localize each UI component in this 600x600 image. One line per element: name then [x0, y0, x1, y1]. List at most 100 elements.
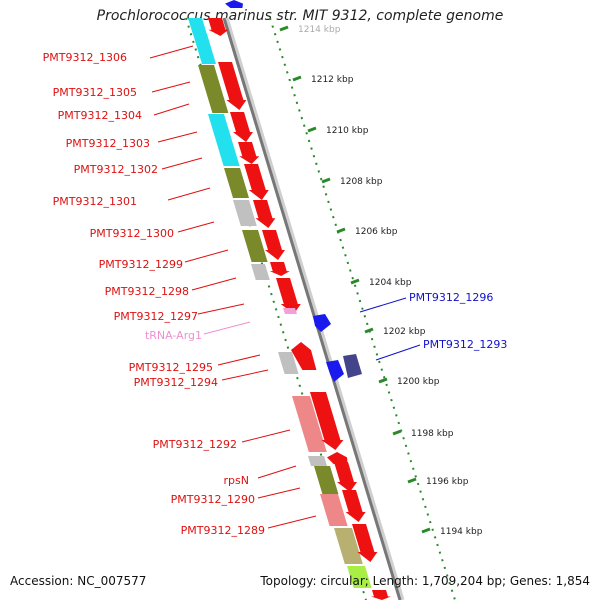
ruler-tick-label: 1194 kbp: [440, 527, 483, 537]
gene-label: PMT9312_1296: [409, 291, 493, 304]
gene-label: PMT9312_1294: [134, 376, 218, 389]
forward-gene: [244, 164, 269, 200]
forward-gene: [291, 342, 317, 370]
gene-label: PMT9312_1301: [53, 195, 137, 208]
ruler-tick-label: 1206 kbp: [355, 227, 398, 237]
gene-label: PMT9312_1297: [114, 310, 198, 323]
label-leader: [157, 131, 198, 143]
cog-band: [233, 200, 257, 226]
label-leader: [375, 344, 421, 361]
ruler-tick-label: 1200 kbp: [397, 377, 440, 387]
ruler-ticks: 1214 kbp 1212 kbp 1210 kbp 1208 kbp 1206 kbp…: [279, 25, 483, 537]
label-leader: [267, 515, 317, 529]
label-leaders: [149, 45, 421, 529]
ruler-tick: [336, 227, 346, 234]
label-leader: [151, 81, 191, 93]
cog-band: [224, 168, 249, 198]
cog-band: [308, 456, 327, 466]
forward-gene: [253, 200, 276, 228]
label-leader: [167, 187, 211, 201]
ruler-tick: [392, 429, 402, 436]
reverse-gene: [326, 360, 344, 382]
forward-gene: [276, 278, 301, 314]
backbone-shadow: [223, 17, 405, 600]
ruler-tick: [350, 278, 360, 285]
forward-gene: [370, 590, 391, 600]
cog-band: [193, 34, 216, 64]
ruler-tick-label: 1212 kbp: [311, 75, 354, 85]
backbone: [222, 17, 402, 600]
cog-band: [242, 230, 268, 262]
cog-band: [347, 566, 372, 588]
accession-text: Accession: NC_007577: [10, 574, 147, 588]
label-leader: [257, 487, 301, 499]
reverse-gene: [313, 314, 331, 332]
gene-label: PMT9312_1298: [105, 285, 189, 298]
forward-gene: [327, 452, 348, 464]
ruler-tick-label: 1214 kbp: [298, 25, 341, 35]
cog-band: [314, 466, 339, 494]
label-leader: [197, 303, 245, 315]
genome-summary-text: Topology: circular; Length: 1,709,204 bp…: [260, 574, 590, 588]
ruler-tick: [307, 126, 317, 133]
reverse-gene: [225, 0, 243, 8]
gene-label: PMT9312_1290: [171, 493, 255, 506]
gene-label: PMT9312_1306: [43, 51, 127, 64]
forward-gene: [238, 142, 260, 164]
gene-label: PMT9312_1289: [181, 524, 265, 537]
cog-band: [343, 354, 362, 378]
gene-features: [188, 0, 391, 600]
ruler-tick: [292, 75, 302, 82]
ruler-tick-label: 1202 kbp: [383, 327, 426, 337]
gene-label: PMT9312_1299: [99, 258, 183, 271]
cog-band: [208, 114, 240, 166]
forward-gene: [218, 62, 247, 110]
label-leader: [153, 103, 190, 116]
gene-label: PMT9312_1293: [423, 338, 507, 351]
cog-band: [292, 396, 327, 452]
ruler-tick: [321, 177, 331, 184]
forward-gene: [262, 230, 285, 260]
label-leader: [149, 45, 194, 59]
forward-gene: [342, 490, 366, 522]
ruler-tick-label: 1208 kbp: [340, 177, 383, 187]
ruler-tick: [421, 527, 431, 534]
cog-band: [198, 65, 229, 113]
cog-band: [278, 352, 299, 374]
forward-gene: [208, 18, 229, 36]
label-leader: [241, 429, 291, 443]
cog-band: [320, 494, 348, 526]
gene-labels: PMT9312_1306 PMT9312_1305 PMT9312_1304 PMT9…: [43, 51, 508, 537]
label-leader: [359, 297, 407, 313]
gene-label: PMT9312_1295: [129, 361, 213, 374]
label-leader: [177, 221, 215, 233]
guide-left: [185, 17, 367, 600]
gene-label: PMT9312_1302: [74, 163, 158, 176]
forward-gene: [334, 462, 357, 492]
gene-label: PMT9312_1300: [90, 227, 174, 240]
forward-gene: [269, 262, 290, 276]
trna-feature: [283, 308, 297, 314]
gene-label: PMT9312_1292: [153, 438, 237, 451]
ruler-tick: [407, 477, 417, 484]
gene-label: tRNA-Arg1: [145, 329, 202, 342]
cog-band: [334, 528, 363, 564]
label-leader: [257, 465, 297, 479]
ruler-tick-label: 1198 kbp: [411, 429, 454, 439]
label-leader: [161, 157, 203, 170]
ruler-tick-label: 1210 kbp: [326, 126, 369, 136]
forward-gene: [352, 524, 378, 562]
label-leader: [221, 369, 269, 381]
ruler-tick-label: 1204 kbp: [369, 278, 412, 288]
gene-label: PMT9312_1304: [58, 109, 142, 122]
forward-gene: [230, 112, 253, 142]
label-leader: [184, 249, 229, 263]
ruler-tick-label: 1196 kbp: [426, 477, 469, 487]
label-leader: [203, 321, 251, 335]
gene-label: rpsN: [224, 474, 249, 487]
ruler-tick: [279, 25, 289, 32]
cog-band: [251, 264, 270, 280]
gene-label: PMT9312_1305: [53, 86, 137, 99]
ruler-tick: [364, 327, 374, 334]
